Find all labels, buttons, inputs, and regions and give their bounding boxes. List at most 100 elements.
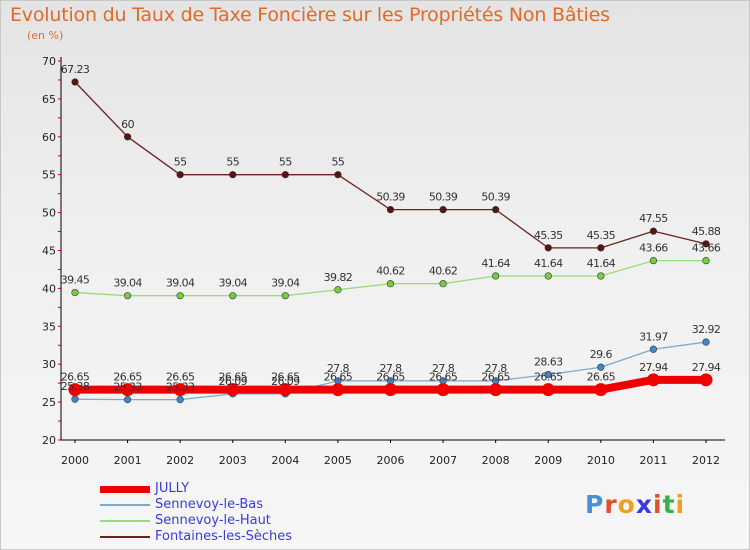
data-point [702,240,710,248]
data-label: 45.88 [692,225,721,238]
data-label: 55 [174,156,187,169]
data-label: 27.8 [432,362,455,375]
data-label: 55 [226,156,239,169]
y-tick-label: 65 [42,93,56,106]
x-tick-label: 2003 [219,454,247,467]
x-tick-label: 2000 [61,454,89,467]
y-tick-label: 55 [42,169,56,182]
data-label: 26.09 [271,375,300,388]
data-point [173,383,187,397]
x-tick-label: 2011 [639,454,667,467]
data-label: 55 [279,156,292,169]
legend-label: Sennevoy-le-Bas [155,497,264,512]
data-label: 45.35 [587,229,616,242]
data-point [646,373,660,387]
data-point [226,383,240,397]
data-label: 26.09 [219,375,248,388]
data-label: 47.55 [639,212,668,225]
data-point [384,383,397,397]
y-tick-label: 25 [42,396,56,409]
data-label: 39.04 [219,277,248,290]
data-point [71,395,79,403]
legend-swatch [100,536,150,538]
logo-letter: o [617,490,636,519]
data-label: 26.65 [271,371,300,384]
data-point [649,345,658,353]
data-point [176,292,184,300]
data-point [331,383,345,397]
logo-letter: x [635,490,653,519]
data-label: 55 [332,156,345,169]
data-label: 26.65 [219,371,248,384]
axes: 20 25 30 35 40 45 50 55 60 65 70 2000 2001 2002 2003 20… [42,55,725,467]
data-point [597,244,605,252]
y-tick-label: 40 [42,282,56,295]
data-point [334,286,342,294]
data-point [281,171,289,179]
y-tick-label: 50 [42,207,56,220]
data-label: 31.97 [639,330,668,343]
data-point [176,171,184,179]
data-label: 27.94 [692,361,721,374]
data-label: 26.65 [534,371,563,384]
x-tick-label: 2012 [692,454,720,467]
data-label: 27.8 [327,362,350,375]
data-label: 26.65 [166,371,195,384]
legend-swatch [100,504,150,506]
data-label: 41.64 [481,257,510,270]
x-tick-label: 2010 [587,454,615,467]
data-point [541,383,555,397]
data-label: 27.94 [639,361,668,374]
data-point [71,78,79,86]
data-label: 26.65 [587,371,616,384]
data-label: 28.63 [534,356,563,369]
data-label: 32.92 [692,323,721,336]
data-point [386,280,395,288]
data-label: 41.64 [534,257,563,270]
data-point [439,280,447,288]
data-label: 27.8 [379,362,402,375]
data-labels-layer: 26.65 26.65 26.65 26.65 26.65 26.65 26.65 26.65… [61,63,722,394]
logo-letter: P [585,490,605,519]
x-tick-label: 2001 [114,454,142,467]
data-label: 43.66 [639,242,668,255]
logo-letter: r [604,490,618,519]
legend-swatch [100,486,150,493]
data-label: 39.04 [166,277,195,290]
data-point [702,257,710,265]
y-tick-label: 35 [42,320,56,333]
data-label: 60 [121,118,134,131]
data-label: 41.64 [587,257,616,270]
x-tick-label: 2005 [324,454,352,467]
y-unit-label: (en %) [27,29,64,42]
x-tick-label: 2008 [482,454,510,467]
data-label: 26.65 [324,371,353,384]
legend-swatch [100,520,150,522]
data-label: 29.6 [590,348,613,361]
data-label: 25.33 [113,381,142,394]
data-point [176,395,184,404]
data-label: 25.33 [166,381,195,394]
data-label: 39.82 [324,271,353,284]
data-point [439,206,447,214]
data-point [229,292,237,300]
logo-letter: i [653,490,663,519]
data-point [699,373,713,387]
data-label: 25.38 [61,380,90,393]
data-point [123,292,132,300]
x-tick-label: 2006 [377,454,405,467]
data-label: 50.39 [429,191,458,204]
series-line [74,81,707,249]
data-label: 67.23 [61,63,90,76]
logo-letter: t [662,490,676,519]
line-chart: 20 25 30 35 40 45 50 55 60 65 70 2000 2001 2002 2003 20… [42,55,725,467]
data-point [597,363,605,371]
data-point [597,272,605,280]
data-point [649,227,658,235]
data-point [334,171,342,179]
data-label: 50.39 [481,191,510,204]
legend-label: Sennevoy-le-Haut [155,513,271,528]
chart-title: Evolution du Taux de Taxe Foncière sur l… [10,4,610,26]
x-tick-label: 2007 [429,454,457,467]
